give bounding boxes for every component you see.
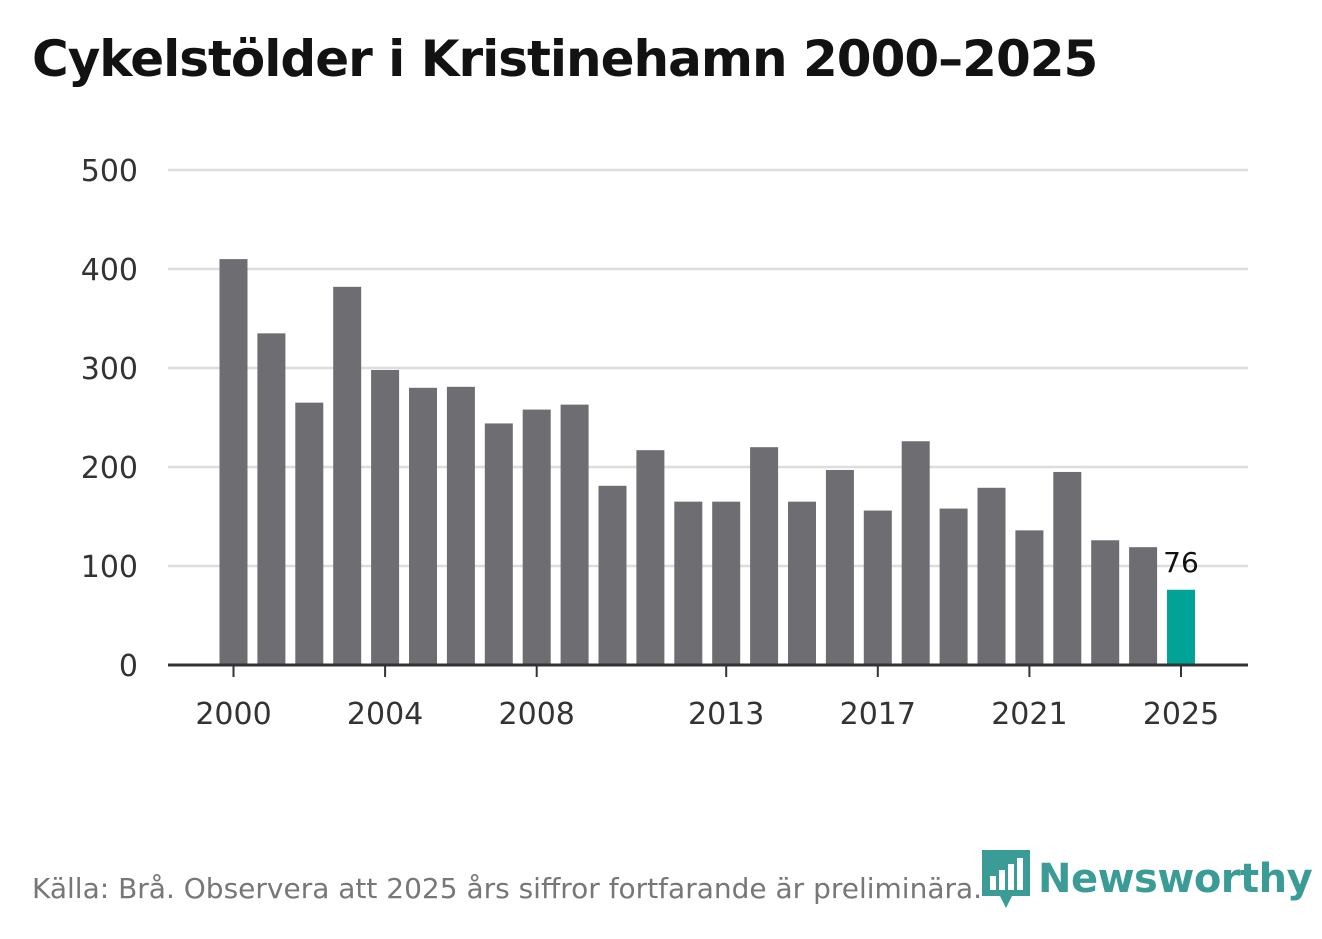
x-tick-label: 2017: [840, 697, 916, 732]
logo-text: Newsworthy: [1038, 856, 1313, 902]
x-tick-label: 2008: [499, 697, 575, 732]
bar: [446, 386, 475, 665]
chart-title: Cykelstölder i Kristinehamn 2000–2025: [32, 30, 1098, 88]
bar: [977, 487, 1006, 665]
bar: [219, 259, 248, 665]
bar: [257, 333, 286, 665]
bar: [484, 423, 513, 665]
data-label: 76: [1163, 546, 1199, 579]
y-tick-label: 300: [81, 352, 138, 387]
x-tick-label: 2013: [688, 697, 764, 732]
bar: [522, 409, 551, 665]
bar: [825, 469, 854, 665]
x-tick-label: 2004: [347, 697, 423, 732]
bar: [1129, 547, 1158, 665]
bar: [598, 485, 627, 665]
x-tick-label: 2025: [1143, 697, 1219, 732]
bar: [788, 501, 816, 665]
bar: [1053, 471, 1082, 665]
newsworthy-logo-icon: [982, 850, 1030, 908]
bar: [560, 404, 589, 665]
bar: [1015, 530, 1044, 665]
bar: [1091, 540, 1120, 665]
source-note: Källa: Brå. Observera att 2025 års siffr…: [32, 872, 983, 905]
y-tick-label: 0: [119, 649, 138, 684]
bar: [674, 501, 703, 665]
y-tick-label: 500: [81, 154, 138, 189]
bar: [409, 387, 437, 665]
x-tick-label: 2000: [195, 697, 271, 732]
y-tick-label: 400: [81, 253, 138, 288]
x-tick-label: 2021: [991, 697, 1067, 732]
bar: [939, 508, 968, 665]
y-tick-label: 100: [81, 550, 138, 585]
bar: [636, 450, 665, 665]
bar: [901, 441, 930, 665]
bar: [295, 402, 324, 665]
bar: [1167, 589, 1195, 665]
bar: [712, 501, 741, 665]
bar: [371, 369, 400, 665]
y-tick-label: 200: [81, 451, 138, 486]
newsworthy-logo: Newsworthy: [982, 850, 1313, 908]
bar: [333, 286, 362, 665]
bar: [863, 510, 892, 665]
bar: [750, 447, 779, 665]
